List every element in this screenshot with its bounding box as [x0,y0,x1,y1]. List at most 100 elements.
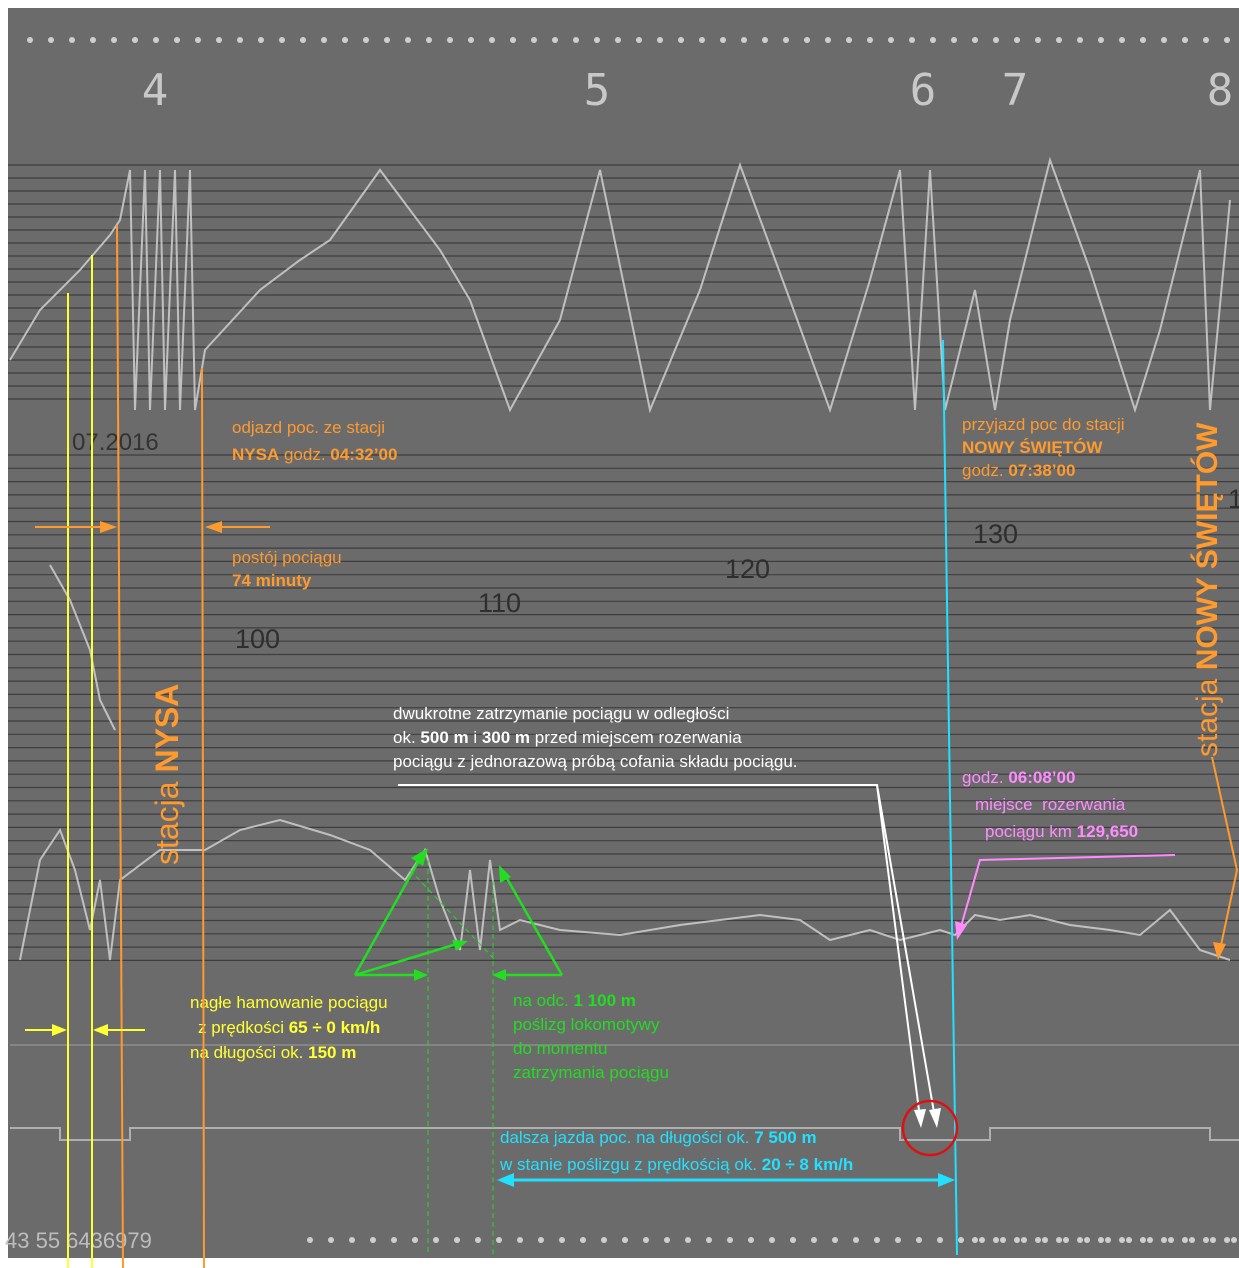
perforation-dot [1203,1237,1209,1243]
perforation-dot [895,1237,901,1243]
perforation-dot [1084,1237,1090,1243]
annotation-text: i [469,728,482,747]
annotation-text: z prędkości [198,1018,289,1037]
annotation-line: stacja NOWY ŚWIĘTÓW [1190,422,1224,757]
perforation-dot [664,1237,670,1243]
perforation-dot [489,37,495,43]
perforation-dot [1210,1237,1216,1243]
perforation-dot [727,1237,733,1243]
perforation-dot [979,1237,985,1243]
annotation-text: 07:38’00 [1008,461,1075,480]
perforation-dot [993,37,999,43]
annotation-text: 7 500 m [754,1128,816,1147]
perforation-dot [559,1237,565,1243]
annotation-line: z prędkości 65 ÷ 0 km/h [198,1018,380,1037]
perforation-dot [573,37,579,43]
perforation-dot [195,37,201,43]
perforation-dot [447,37,453,43]
annotation-line: NOWY ŚWIĘTÓW [962,438,1103,457]
annotation-text: 1 100 m [574,991,636,1010]
perforation-dot [790,1237,796,1243]
tape-hour: 8 [1207,65,1234,116]
annotation-line: dalsza jazda poc. na długości ok. 7 500 … [500,1128,817,1147]
perforation-dot [153,37,159,43]
perforation-dot [706,1237,712,1243]
annotation-line: stacja NYSA [149,684,185,865]
perforation-dot [1224,37,1230,43]
perforation-dot [1224,1237,1230,1243]
perforation-dot [433,1237,439,1243]
green-triangles [353,848,564,1255]
perforation-dot [1014,1237,1020,1243]
annotation-text: 300 m [482,728,530,747]
perforation-dot [279,37,285,43]
annotation-text: do momentu [513,1039,608,1058]
annotation-text: na odc. [513,991,574,1010]
perforation [27,37,1237,1243]
perforation-dot [580,1237,586,1243]
traces [9,156,1239,1141]
perforation-dot [1231,1237,1237,1243]
arrow-head [938,1173,955,1187]
perforation-dot [391,1237,397,1243]
perforation-dot [237,37,243,43]
perforation-dot [685,1237,691,1243]
perforation-dot [783,37,789,43]
perforation-dot [517,1237,523,1243]
annotation-line: na odc. 1 100 m [513,991,636,1010]
perforation-dot [699,37,705,43]
white-pointer [398,784,941,1128]
perforation-dot [349,1237,355,1243]
perforation-dot [300,37,306,43]
annotation-line: NYSA godz. 04:32’00 [232,445,397,464]
annotation-line: poślizg lokomotywy [513,1015,660,1034]
annotation-line: do momentu [513,1039,608,1058]
annotation-text: NYSA [149,684,185,773]
perforation-dot [951,37,957,43]
perforation-dot [552,37,558,43]
perforation-dot [342,37,348,43]
perforation-dot [1035,37,1041,43]
annotation-line: godz. 07:38’00 [962,461,1075,480]
perforation-dot [370,1237,376,1243]
perforation-dot [531,37,537,43]
annotation-text: NOWY ŚWIĘTÓW [1190,422,1224,670]
annotation-text: 06:08’00 [1008,768,1075,787]
tape-footer: 43 55 6436979 [5,1228,152,1253]
perforation-dot [1000,1237,1006,1243]
perforation-dot [1042,1237,1048,1243]
perforation-dot [958,1237,964,1243]
annotation-text: ok. [393,728,420,747]
perforation-dot [825,37,831,43]
perforation-dot [622,1237,628,1243]
perforation-dot [1077,1237,1083,1243]
annotation-line: zatrzymania pociągu [513,1063,669,1082]
annotation-text: pociągu z jednorazową próbą cofania skła… [393,752,798,771]
perforation-dot [1182,1237,1188,1243]
perforation-dot [874,1237,880,1243]
perforation-dot [846,37,852,43]
perforation-dot [1119,1237,1125,1243]
annotation-text: 04:32’00 [330,445,397,464]
perforation-dot [762,37,768,43]
perforation-dot [1056,1237,1062,1243]
perforation-dot [321,37,327,43]
perforation-dot [594,37,600,43]
annotation-text: godz. [962,768,1008,787]
annotation-text: w stanie poślizgu z prędkością ok. [499,1155,762,1174]
perforation-dot [916,1237,922,1243]
annotation-text: godz. [279,445,330,464]
arrow-head [205,521,222,533]
tape-hour: 5 [584,65,611,116]
arrow-head [100,521,117,533]
annotation-text: miejsce rozerwania [975,795,1126,814]
perforation-dot [132,37,138,43]
arrow-head [1213,942,1226,960]
perforation-dot [1147,1237,1153,1243]
perforation-dot [1168,1237,1174,1243]
perforation-dot [1140,1237,1146,1243]
annotation-text: 65 ÷ 0 km/h [289,1018,381,1037]
perforation-dot [853,1237,859,1243]
perforation-dot [615,37,621,43]
perforation-dot [1126,1237,1132,1243]
